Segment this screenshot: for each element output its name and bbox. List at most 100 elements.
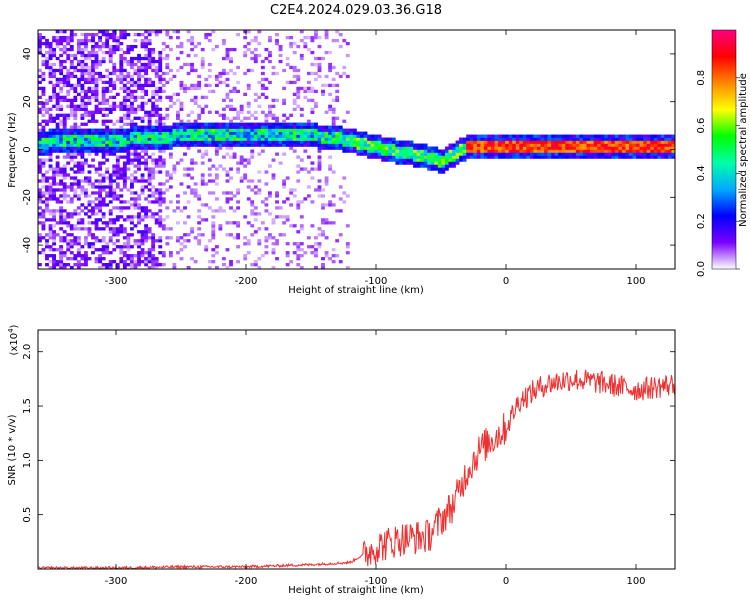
spectrogram-cell	[264, 119, 269, 123]
spectrogram-cell	[211, 179, 216, 183]
spectrogram-cell	[278, 53, 283, 58]
spectrogram-cell	[268, 53, 272, 58]
spectrogram-cell	[200, 143, 205, 147]
spectrogram-cell	[94, 95, 99, 100]
spectrogram-cell	[179, 137, 184, 141]
spectrogram-cell	[48, 224, 53, 228]
spectrogram-cell	[246, 185, 251, 189]
spectrogram-cell	[324, 221, 329, 225]
spectrogram-cell	[664, 155, 669, 159]
spectrogram-cell	[59, 107, 64, 111]
spectrogram-cell	[112, 197, 117, 201]
spectrogram-cell	[59, 227, 64, 231]
spectrogram-cell	[225, 71, 230, 76]
spectrogram-cell	[172, 266, 177, 270]
spectrogram-cell	[158, 113, 163, 117]
spectrogram-cell	[239, 161, 244, 165]
spectrogram-cell	[122, 179, 127, 183]
spectrogram-cell	[101, 50, 106, 55]
spectrogram-cell	[317, 185, 322, 189]
spectrogram-cell	[264, 116, 269, 120]
spectrogram-cell	[52, 131, 56, 135]
spectrogram-cell	[459, 140, 463, 144]
spectrogram-cell	[115, 68, 120, 73]
spectrogram-cell	[306, 35, 311, 40]
spectrogram-cell	[84, 95, 88, 100]
spectrogram-cell	[119, 155, 124, 159]
spectrogram-cell	[101, 185, 106, 189]
spectrogram-cell	[84, 194, 88, 198]
spectrogram-cell	[611, 155, 616, 159]
spectrogram-cell	[232, 155, 237, 159]
spectrogram-cell	[406, 140, 410, 144]
spectrogram-cell	[367, 152, 371, 156]
spectrogram-cell	[84, 131, 88, 135]
spectrogram-cell	[62, 83, 67, 88]
spectrogram-cell	[154, 98, 159, 102]
spectrogram-cell	[133, 95, 138, 100]
spectrogram-cell	[614, 143, 619, 147]
spectrogram-cell	[597, 155, 601, 159]
spectrogram-cell	[243, 173, 248, 177]
spectrogram-cell	[161, 116, 166, 120]
spectrogram-cell	[84, 206, 88, 210]
spectrogram-cell	[345, 242, 350, 246]
spectrogram-cell	[119, 128, 124, 132]
spectrogram-cell	[52, 254, 56, 258]
spectrogram-cell	[222, 107, 226, 111]
spectrogram-cell	[45, 185, 49, 189]
spectrogram-cell	[133, 170, 138, 174]
spectrogram-cell	[321, 206, 325, 210]
spectrogram-cell	[232, 47, 237, 52]
spectrogram-cell	[572, 155, 577, 159]
spectrogram-cell	[275, 242, 279, 246]
spectrogram-cell	[222, 98, 226, 102]
spectrogram-cell	[264, 137, 269, 141]
spectrogram-cell	[526, 140, 531, 144]
spectrogram-cell	[140, 38, 145, 43]
spectrogram-cell	[45, 56, 49, 61]
spectrogram-cell	[388, 137, 393, 141]
spectrogram-cell	[236, 65, 241, 70]
spectrogram-cell	[186, 239, 191, 243]
spectrogram-cell	[119, 56, 124, 61]
spectrogram-cell	[73, 125, 78, 129]
spectrogram-cell	[66, 128, 71, 132]
spectrogram-cell	[98, 110, 102, 114]
spectrogram-cell	[505, 146, 509, 150]
spectrogram-cell	[597, 152, 601, 156]
spectrogram-cell	[76, 47, 81, 52]
spectrogram-cell	[561, 143, 566, 147]
spectrogram-cell	[45, 98, 49, 102]
spectrogram-cell	[151, 143, 156, 147]
spectrogram-cell	[444, 164, 449, 168]
spectrogram-cell	[275, 131, 279, 135]
spectrogram-cell	[144, 71, 149, 76]
spectrogram-cell	[168, 140, 173, 144]
spectrogram-cell	[84, 80, 88, 85]
spectrogram-cell	[69, 98, 74, 102]
spectrogram-cell	[572, 149, 577, 153]
spectrogram-cell	[335, 95, 340, 100]
spectrogram-cell	[260, 83, 265, 88]
spectrogram-cell	[328, 143, 333, 147]
spectrogram-cell	[158, 134, 163, 138]
spectrogram-cell	[101, 266, 106, 270]
spectrogram-cell	[310, 50, 315, 55]
spectrogram-cell	[154, 71, 159, 76]
spectrogram-cell	[84, 263, 88, 267]
spectrogram-cell	[229, 191, 233, 195]
spectrogram-cell	[108, 260, 113, 264]
spectrogram-cell	[275, 257, 279, 261]
spectrogram-cell	[105, 38, 110, 43]
spectrogram-cell	[568, 146, 573, 150]
spectrogram-cell	[112, 191, 117, 195]
spectrogram-cell	[296, 122, 301, 126]
spectrogram-cell	[292, 143, 297, 147]
spectrogram-cell	[204, 134, 209, 138]
spectrogram-cell	[664, 134, 669, 138]
spectrogram-cell	[452, 164, 456, 168]
spectrogram-cell	[264, 239, 269, 243]
colorbar-tick-label: 0.4	[696, 165, 707, 181]
spectrogram-cell	[55, 131, 60, 135]
